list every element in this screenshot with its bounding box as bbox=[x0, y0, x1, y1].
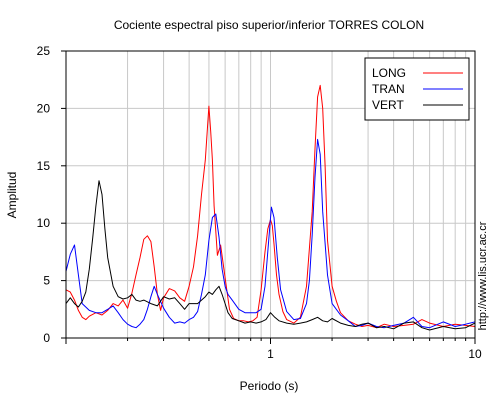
y-tick-label: 25 bbox=[37, 44, 51, 58]
source-url-text: http://www.lis.ucr.ac.cr bbox=[477, 221, 489, 330]
legend-label-long: LONG bbox=[372, 66, 406, 80]
y-tick-label: 5 bbox=[43, 274, 50, 288]
legend-label-vert: VERT bbox=[372, 98, 404, 112]
y-tick-label: 20 bbox=[37, 101, 51, 115]
legend: LONG TRAN VERT bbox=[364, 57, 470, 121]
y-tick-label: 15 bbox=[37, 159, 51, 173]
axis-ticks: 0 5 10 15 20 25 1 10 bbox=[37, 44, 482, 361]
y-tick-label: 10 bbox=[37, 216, 51, 230]
series-line-vert bbox=[65, 180, 476, 331]
chart-title: Cociente espectral piso superior/inferio… bbox=[114, 18, 424, 32]
series-lines bbox=[65, 84, 476, 331]
legend-label-tran: TRAN bbox=[372, 82, 405, 96]
x-tick-label: 10 bbox=[468, 347, 482, 361]
x-tick-label: 1 bbox=[267, 347, 274, 361]
x-axis-label: Periodo (s) bbox=[240, 379, 299, 393]
y-axis-label: Amplitud bbox=[5, 172, 19, 219]
y-tick-label: 0 bbox=[43, 331, 50, 345]
